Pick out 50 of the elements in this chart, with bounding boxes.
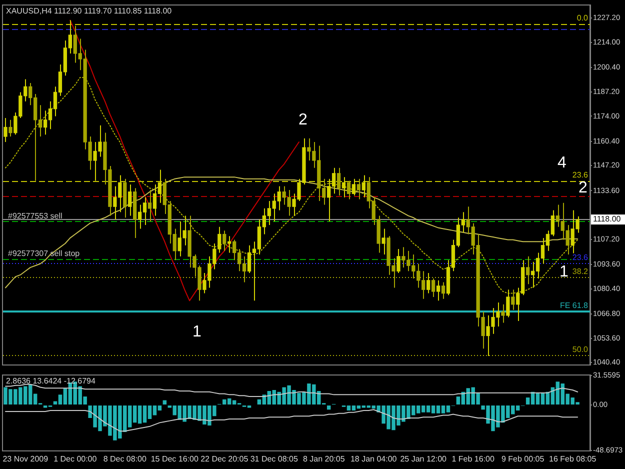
candlestick [123,178,127,218]
x-tick-label: 15 Dec 16:00 [150,454,199,464]
x-tick-label: 8 Dec 08:00 [103,454,147,464]
candlestick [346,180,351,200]
x-tick-label: 16 Feb 08:05 [549,454,597,464]
annotation: 1 [560,263,569,280]
annotation: 38.2 [572,267,589,276]
candlestick [511,289,515,310]
x-tick-label: 18 Jan 04:00 [350,454,398,464]
x-tick-label: 1 Feb 16:00 [452,454,495,464]
x-tick-label: 23 Nov 2009 [2,454,49,464]
x-tick-label: 8 Jan 20:05 [302,454,346,464]
bar [326,405,331,410]
candlestick [356,178,361,200]
annotation: FE 61.8 [560,301,589,310]
candlestick [441,282,446,300]
candlestick [4,118,8,143]
x-tick-label: 31 Dec 08:05 [250,454,298,464]
candlestick [148,189,152,222]
annotation: 2 [578,179,588,196]
candlestick [426,272,430,294]
candlestick [8,119,12,137]
candlestick [382,228,386,256]
annotation: 50.0 [572,344,589,354]
annotation: 0.0 [576,14,589,23]
candlestick [526,256,530,285]
candlestick [222,230,226,252]
x-tick-label: 9 Feb 00:05 [501,454,545,464]
chart-title: XAUUSD,H4 1112.90 1119.70 1110.85 1118.00 [6,6,172,16]
candlestick [501,304,505,324]
candlestick [396,248,400,274]
x-tick-label: 25 Jan 12:00 [400,454,448,464]
candlestick [336,167,341,196]
annotation: 1 [192,323,202,340]
candlestick [128,184,132,216]
ref-line-label: #92577553 sell [8,212,62,221]
candlestick [431,278,436,298]
annotation: 23.6 [572,252,589,262]
annotation: 4 [558,154,567,172]
candlestick [436,280,440,302]
candlestick [506,289,510,318]
candlestick [132,188,137,238]
x-tick-label: 1 Dec 00:00 [54,454,98,464]
ref-line-label: 1118.00 [593,214,622,224]
bar [162,400,167,404]
annotation: 2 [298,111,308,128]
chart-title: 2.8636 13.6424 -12.6794 [6,376,96,386]
annotation: 23.6 [572,170,589,180]
x-tick-label: 22 Dec 20:05 [200,454,249,464]
ref-line-label: #92577307 sell stop [8,249,80,258]
